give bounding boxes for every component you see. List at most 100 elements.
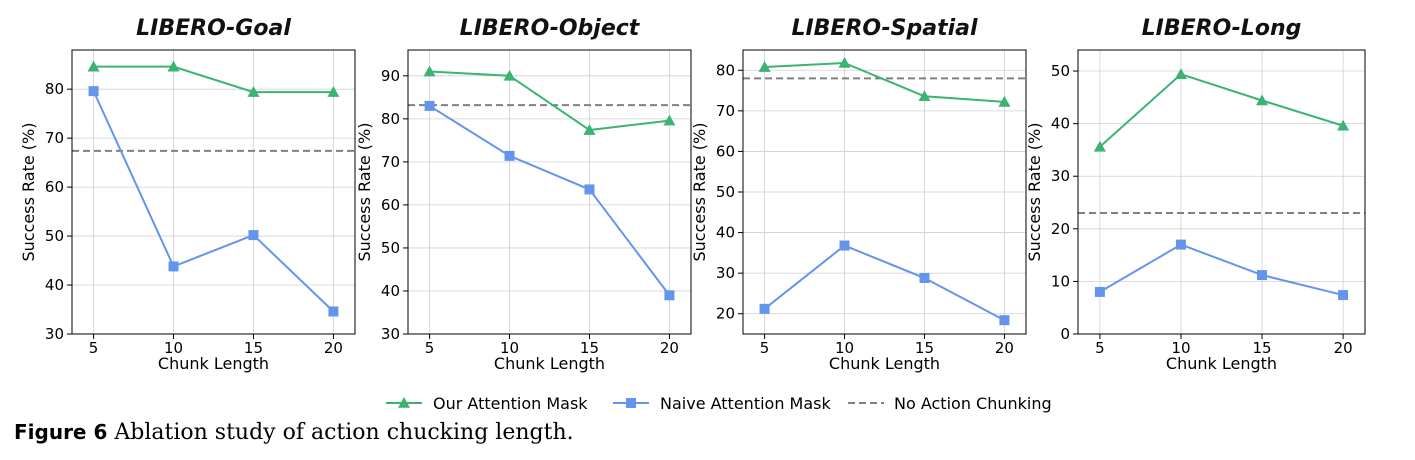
series-line-ours — [429, 70, 670, 132]
figure-caption: Figure 6 Ablation study of action chucki… — [14, 420, 574, 445]
data-point-ours — [663, 114, 676, 126]
data-point-naive — [584, 184, 595, 195]
data-point-naive — [759, 303, 770, 314]
y-tick-label: 40 — [45, 276, 64, 294]
plot-frame — [407, 49, 692, 335]
chart-panel-2: LIBERO-Object 30 40 50 60 70 80 90 5 10 15 20 Chunk … — [355, 16, 692, 373]
plot-frame — [742, 49, 1027, 335]
x-axis-label: Chunk Length — [829, 354, 940, 373]
chart-title: LIBERO-Goal — [136, 16, 291, 41]
figure-label: Figure 6 — [14, 420, 108, 444]
y-axis-label: Success Rate (%) — [1025, 123, 1044, 262]
x-tick-label: 5 — [89, 339, 99, 357]
data-point-naive — [999, 315, 1010, 326]
y-tick-label: 50 — [45, 227, 64, 245]
y-tick-label: 0 — [1060, 325, 1070, 343]
data-point-ours — [87, 60, 100, 72]
chart-title: LIBERO-Object — [460, 16, 641, 41]
legend-label-naive: Naive Attention Mask — [660, 394, 831, 413]
y-tick-label: 40 — [716, 224, 735, 242]
data-point-naive — [664, 290, 675, 301]
x-tick-label: 15 — [580, 339, 599, 357]
chart-panel-1: LIBERO-Goal 30 40 50 60 70 80 5 10 15 20 Chunk Leng… — [19, 16, 356, 373]
y-tick-label: 30 — [45, 325, 64, 343]
y-tick-label: 80 — [45, 80, 64, 98]
data-point-naive — [248, 230, 259, 241]
x-tick-label: 5 — [425, 339, 435, 357]
data-point-ours — [1174, 68, 1187, 79]
series-line-ours — [93, 65, 334, 94]
x-tick-label: 5 — [760, 339, 770, 357]
data-point-ours — [998, 95, 1011, 107]
x-axis-label: Chunk Length — [1166, 354, 1277, 373]
y-axis-label: Success Rate (%) — [19, 123, 38, 262]
data-point-naive — [1094, 286, 1105, 297]
y-tick-label: 70 — [45, 129, 64, 147]
data-point-naive — [1257, 270, 1268, 281]
data-point-naive — [168, 261, 179, 272]
x-tick-label: 15 — [244, 339, 263, 357]
x-tick-label: 20 — [995, 339, 1014, 357]
y-tick-label: 60 — [381, 196, 400, 214]
data-point-naive — [328, 306, 339, 317]
plot-frame — [1077, 49, 1366, 335]
y-tick-label: 30 — [1051, 167, 1070, 185]
data-point-ours — [1093, 140, 1106, 152]
y-tick-label: 60 — [45, 178, 64, 196]
series-line-naive — [92, 90, 335, 313]
y-tick-label: 10 — [1051, 272, 1070, 290]
y-tick-label: 60 — [716, 142, 735, 160]
x-tick-label: 5 — [1095, 339, 1105, 357]
x-tick-label: 20 — [324, 339, 343, 357]
data-point-naive — [1175, 239, 1186, 250]
y-tick-label: 20 — [716, 305, 735, 323]
y-tick-label: 30 — [381, 325, 400, 343]
chart-title: LIBERO-Long — [1142, 16, 1302, 41]
plot-frame — [71, 49, 356, 335]
series-line-naive — [429, 105, 671, 296]
data-point-naive — [504, 150, 515, 161]
legend-label-ours: Our Attention Mask — [433, 394, 588, 413]
data-point-naive — [919, 273, 930, 284]
data-point-naive — [839, 240, 850, 251]
data-point-ours — [758, 61, 771, 72]
x-tick-label: 10 — [164, 339, 183, 357]
legend-label-baseline: No Action Chunking — [894, 394, 1052, 413]
chart-panel-4: LIBERO-Long 0 10 20 30 40 50 5 10 15 20 Chunk Lengt… — [1025, 16, 1366, 373]
y-tick-label: 90 — [381, 67, 400, 85]
legend: Our Attention Mask Naive Attention Mask No… — [386, 394, 1052, 413]
y-axis-label: Success Rate (%) — [355, 123, 374, 262]
x-tick-label: 20 — [660, 339, 679, 357]
legend-marker-ours — [398, 397, 410, 408]
data-point-ours — [247, 86, 260, 97]
y-tick-label: 50 — [381, 239, 400, 257]
y-tick-label: 40 — [1051, 115, 1070, 133]
y-tick-label: 50 — [1051, 62, 1070, 80]
data-point-naive — [88, 86, 99, 97]
x-axis-label: Chunk Length — [494, 354, 605, 373]
y-tick-label: 30 — [716, 264, 735, 282]
data-point-ours — [503, 69, 516, 81]
y-tick-label: 70 — [381, 153, 400, 171]
y-tick-label: 20 — [1051, 220, 1070, 238]
chart-panel-3: LIBERO-Spatial 20 30 40 50 60 70 80 5 10 15 20 Chunk… — [690, 16, 1027, 373]
data-point-naive — [1338, 290, 1349, 301]
caption-text: Ablation study of action chucking length… — [114, 420, 574, 445]
y-tick-label: 50 — [716, 183, 735, 201]
data-point-ours — [167, 60, 180, 72]
x-tick-label: 10 — [1171, 339, 1190, 357]
data-point-ours — [423, 65, 436, 77]
series-line-ours — [1099, 73, 1344, 148]
data-point-ours — [1256, 94, 1269, 106]
y-axis-label: Success Rate (%) — [690, 123, 709, 262]
y-tick-label: 70 — [716, 102, 735, 120]
data-point-ours — [583, 124, 596, 135]
x-tick-label: 15 — [1252, 339, 1271, 357]
x-axis-label: Chunk Length — [158, 354, 269, 373]
data-point-ours — [327, 86, 340, 97]
series-line-naive — [1099, 243, 1344, 297]
data-point-naive — [424, 100, 435, 111]
data-point-ours — [918, 90, 931, 102]
chart-title: LIBERO-Spatial — [791, 16, 978, 41]
